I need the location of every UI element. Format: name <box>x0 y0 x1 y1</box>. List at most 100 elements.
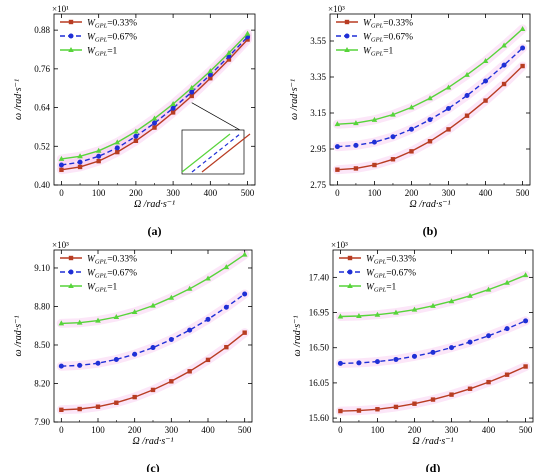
data-point-circle <box>113 356 119 362</box>
legend-marker <box>68 19 74 25</box>
data-point-circle <box>337 360 343 366</box>
data-point-square <box>245 37 250 42</box>
x-tick-label: 100 <box>92 188 106 198</box>
data-point-circle <box>430 349 436 355</box>
series-line-1 <box>340 365 526 412</box>
y-tick-label: 8.50 <box>34 340 50 350</box>
data-point-square <box>353 166 359 171</box>
legend-entry-2: WGPL=0.67% <box>366 269 416 280</box>
x-tick-label: 400 <box>204 188 218 198</box>
x-tick-label: 200 <box>405 188 419 198</box>
data-point-circle <box>168 336 174 342</box>
data-point-square <box>77 406 82 412</box>
data-point-square <box>169 379 174 384</box>
data-point-square <box>483 98 488 103</box>
data-point-triangle <box>150 302 156 308</box>
data-point-square <box>449 392 454 397</box>
data-point-circle <box>96 153 102 159</box>
data-point-square <box>114 400 119 405</box>
y-tick-label: 2.95 <box>310 144 326 154</box>
legend-entry-1: WGPL=0.33% <box>363 19 413 30</box>
data-point-square <box>356 408 362 413</box>
y-tick-label: 0.64 <box>34 103 50 113</box>
data-point-square <box>486 379 491 385</box>
plot-frame <box>53 249 253 423</box>
data-point-square <box>375 407 380 412</box>
data-point-circle <box>464 93 470 99</box>
data-point-triangle <box>95 147 102 153</box>
legend-entry-3: WGPL=1 <box>363 47 394 58</box>
x-tick-label: 0 <box>338 425 343 435</box>
data-point-circle <box>58 162 64 168</box>
data-point-circle <box>467 339 473 345</box>
x-tick-label: 300 <box>165 425 179 435</box>
data-point-triangle <box>485 286 492 292</box>
data-point-triangle <box>430 302 436 308</box>
chart-panel-a: 0 100 200 300 400 500 0.40 0.52 0.64 0.76 0.88 ×10¹… <box>13 4 256 238</box>
x-axis-label: Ω /rad·s⁻¹ <box>134 199 175 210</box>
data-point-triangle <box>374 311 381 317</box>
data-point-triangle <box>504 279 510 285</box>
chart-panel-d: 0 100 200 300 400 500 15.60 16.05 16.50 16.95 17.4… <box>292 240 534 472</box>
legend-entry-3: WGPL=1 <box>87 47 118 58</box>
y-axis-label: ω /rad·s⁻¹ <box>289 79 300 120</box>
data-point-circle <box>242 291 248 297</box>
data-point-circle <box>207 72 213 78</box>
data-point-square <box>393 404 399 410</box>
data-point-triangle <box>76 319 83 325</box>
data-point-square <box>208 76 213 81</box>
x-axis-label: Ω /rad·s⁻¹ <box>409 199 450 210</box>
axis-multiplier: ×10¹ <box>52 4 69 14</box>
y-tick-label: 8.20 <box>34 378 50 388</box>
x-tick-label: 400 <box>479 188 493 198</box>
data-point-square <box>226 57 232 62</box>
data-point-circle <box>58 363 64 369</box>
data-point-triangle <box>133 128 139 134</box>
data-point-square <box>372 162 377 168</box>
y-tick-label: 8.80 <box>34 301 50 311</box>
y-axis-label: ω /rad·s⁻¹ <box>13 316 24 357</box>
y-tick-label: 17.40 <box>309 272 330 282</box>
data-point-square <box>242 330 247 335</box>
data-point-square <box>115 149 120 155</box>
legend-marker <box>344 19 350 25</box>
data-point-triangle <box>205 275 211 281</box>
data-point-square <box>133 138 139 143</box>
data-point-circle <box>446 106 452 111</box>
zoom-inset-frame <box>181 129 245 175</box>
panel-label: (a) <box>148 224 162 238</box>
y-tick-label: 0.52 <box>34 141 50 151</box>
data-point-square <box>150 387 156 393</box>
x-tick-label: 0 <box>335 188 340 198</box>
data-point-triangle <box>353 120 359 126</box>
x-tick-label: 100 <box>91 425 105 435</box>
x-tick-label: 200 <box>129 188 143 198</box>
y-tick-label: 15.60 <box>309 413 330 423</box>
chart-panel-c: 0 100 200 300 400 500 7.90 8.20 8.50 8.80 9.10 ×10³… <box>13 240 253 472</box>
legend-entry-3: WGPL=1 <box>87 283 118 294</box>
data-point-triangle <box>501 42 507 48</box>
data-point-triangle <box>445 84 452 90</box>
data-point-triangle <box>448 298 455 304</box>
data-point-square <box>95 404 101 409</box>
data-point-circle <box>449 345 455 351</box>
highlight-band <box>335 362 531 416</box>
x-tick-label: 200 <box>408 425 422 435</box>
data-point-circle <box>501 62 507 68</box>
data-point-triangle <box>95 317 101 323</box>
data-point-circle <box>170 105 176 111</box>
data-point-square <box>152 125 157 130</box>
y-tick-label: 3.55 <box>310 36 326 46</box>
data-point-square <box>390 157 396 162</box>
data-point-square <box>409 149 414 154</box>
y-tick-label: 0.88 <box>34 25 50 35</box>
highlight-band <box>335 316 531 368</box>
panel-label: (c) <box>146 461 159 472</box>
data-point-square <box>501 81 507 87</box>
y-tick-label: 16.05 <box>309 378 330 388</box>
legend-marker <box>68 269 74 275</box>
data-point-square <box>412 401 417 406</box>
data-point-triangle <box>467 292 473 298</box>
data-point-triangle <box>393 309 399 315</box>
legend-entry-2: WGPL=0.67% <box>87 33 137 44</box>
